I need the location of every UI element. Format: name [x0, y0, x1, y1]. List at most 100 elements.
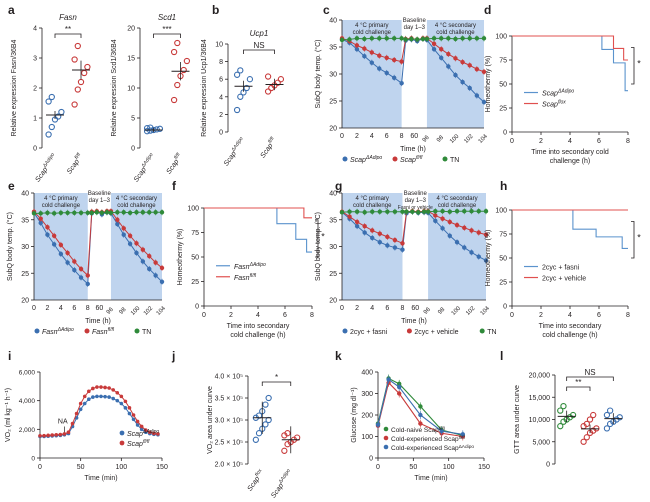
x-tick-label: 102 [463, 133, 475, 145]
data-point [569, 411, 577, 419]
glu-y-tick-label: 100 [361, 434, 373, 441]
x-tick-label: 2 [45, 305, 49, 312]
data-point [262, 421, 269, 428]
legend-label: Scapfl/fl [400, 155, 423, 164]
data-point [123, 406, 128, 410]
data-point [58, 432, 63, 437]
data-point [370, 235, 375, 241]
data-point [140, 247, 146, 252]
surv-xlabel: cold challenge (h) [230, 332, 285, 339]
temp-y-tick-label: 35 [21, 217, 29, 224]
data-point [38, 216, 43, 221]
surv-ylabel: Homeothermy (%) [177, 229, 184, 286]
x-tick-label: 4 [256, 312, 260, 319]
data-point [78, 210, 84, 215]
data-point [140, 259, 146, 264]
data-point [135, 419, 140, 424]
dotplot-ylabel: VO₂ area under curve [207, 386, 214, 454]
surv-xlabel: Time into secondary cold [531, 149, 609, 156]
legend-label: FasnΔAdipo [42, 327, 74, 336]
annotation: Baseline [88, 191, 112, 197]
data-point [431, 46, 437, 52]
series-line [33, 210, 163, 277]
panel-letter-b: b [212, 3, 219, 17]
temp-y-tick-label: 30 [329, 72, 337, 79]
annotation: cold challenge [42, 203, 81, 209]
legend-label: TN [450, 157, 459, 164]
significance-bracket [566, 376, 614, 381]
survival-curve [512, 35, 628, 92]
series-line [33, 211, 163, 286]
data-point [446, 51, 451, 57]
temp-y-tick-label: 35 [329, 45, 337, 52]
temp-ylabel: SubQ body temp. (°C) [6, 212, 14, 281]
data-point [483, 232, 489, 237]
data-point [148, 430, 152, 435]
data-point [121, 226, 126, 231]
data-point [127, 241, 133, 247]
dot-y-tick-label: 6 [219, 77, 223, 84]
surv-y-tick-label: 100 [495, 208, 507, 215]
legend-label: FasnΔAdipo [234, 262, 266, 271]
data-point [433, 208, 438, 214]
x-tick-label: 2 [539, 312, 543, 319]
data-point [45, 131, 52, 138]
surv-y-tick-label: 0 [503, 304, 507, 311]
panel-letter-a: a [8, 3, 15, 17]
data-point [74, 42, 81, 50]
temp-y-tick-label: 20 [329, 298, 337, 305]
data-point [439, 36, 444, 41]
temp-y-tick-label: 30 [329, 244, 337, 251]
glu-y-tick-label: 400 [361, 370, 373, 377]
dot-y-tick-label: 5 [131, 116, 135, 123]
panel-letter-h: h [500, 179, 507, 193]
data-point [54, 432, 59, 437]
data-point [385, 209, 390, 214]
x-tick-label: 6 [597, 312, 601, 319]
survival-curve [512, 35, 628, 61]
survival-curve [512, 209, 628, 249]
dot-y-tick-label: 0 [219, 130, 223, 137]
data-point [78, 401, 83, 406]
data-point [51, 242, 57, 247]
data-point [127, 406, 132, 410]
x-tick-label: 100 [130, 305, 142, 317]
data-point [460, 59, 465, 65]
data-point [159, 265, 165, 271]
x-tick-label: 8 [626, 312, 630, 319]
glu-y-tick-label: 0 [369, 456, 373, 463]
data-point [469, 250, 474, 255]
annotation: 4 °C primary [355, 23, 388, 29]
data-point [85, 210, 90, 215]
data-point [354, 43, 360, 48]
data-point [115, 390, 120, 395]
data-point [103, 385, 107, 390]
significance-bracket [631, 221, 635, 259]
data-point [107, 395, 111, 399]
x-tick-label: 102 [143, 305, 155, 317]
data-point [440, 208, 445, 214]
significance-label: * [321, 231, 325, 241]
annotation: cold challenge [353, 30, 392, 36]
x-tick-label: 96 [423, 306, 432, 315]
x-tick-label: 104 [156, 305, 168, 317]
data-point [48, 93, 55, 101]
vo2-y-tick-label: 0 [31, 456, 35, 463]
x-tick-label: 6 [72, 305, 76, 312]
dot-y-tick-label: 0 [546, 462, 550, 469]
surv-y-tick-label: 50 [499, 256, 507, 263]
annotation: cold challenge [436, 30, 475, 36]
legend-label: 2cyc + vehicle [542, 276, 586, 283]
data-point [51, 233, 57, 238]
legend-label: 2cyc + vehicle [414, 329, 458, 336]
legend-marker [119, 430, 125, 436]
data-point [156, 125, 164, 132]
data-point [174, 39, 181, 47]
data-point [94, 210, 100, 215]
data-point [87, 389, 91, 394]
dot-y-tick-label: 10,000 [529, 417, 551, 424]
x-tick-label: 0 [510, 138, 514, 145]
data-point [481, 99, 487, 105]
surv-y-tick-label: 25 [191, 279, 199, 286]
